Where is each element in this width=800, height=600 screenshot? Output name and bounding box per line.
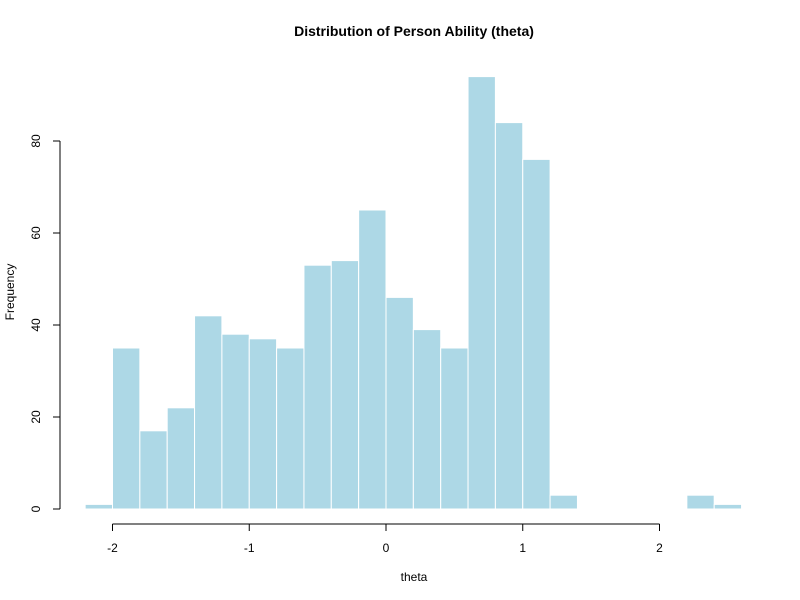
histogram-bar <box>221 333 250 510</box>
x-axis-label: theta <box>401 570 428 584</box>
histogram-bar <box>330 260 360 510</box>
histogram-bar <box>139 430 168 510</box>
histogram-bar <box>303 264 332 510</box>
x-axis: -2 -1 0 1 2 <box>107 523 663 555</box>
histogram-bar <box>276 347 305 510</box>
histogram-bar <box>549 494 578 510</box>
histogram-bar <box>522 158 551 510</box>
histogram-bar <box>412 329 442 510</box>
histogram-bar <box>194 315 223 510</box>
y-tick-label: 20 <box>29 410 43 424</box>
x-tick-label: 0 <box>383 541 390 555</box>
y-tick-label: 0 <box>29 505 43 512</box>
histogram-bar <box>440 347 469 510</box>
bars-group <box>84 76 743 510</box>
x-tick-label: -1 <box>244 541 255 555</box>
y-tick-label: 80 <box>29 134 43 148</box>
histogram-bar <box>494 122 524 510</box>
histogram-bar <box>112 347 141 510</box>
histogram-bar <box>166 407 196 510</box>
histogram-bar <box>84 503 114 510</box>
histogram-bar <box>467 76 496 510</box>
y-axis: 0 20 40 60 80 <box>29 134 61 512</box>
histogram-bar <box>248 338 278 510</box>
histogram-bar <box>385 296 414 510</box>
x-tick-label: -2 <box>107 541 118 555</box>
y-axis-label: Frequency <box>3 264 17 321</box>
y-tick-label: 40 <box>29 318 43 332</box>
x-tick-label: 1 <box>519 541 526 555</box>
histogram-bar <box>686 494 715 510</box>
histogram-bar <box>358 209 387 510</box>
y-tick-label: 60 <box>29 226 43 240</box>
x-tick-label: 2 <box>656 541 663 555</box>
histogram-bar <box>713 503 743 510</box>
chart-title: Distribution of Person Ability (theta) <box>294 23 534 39</box>
